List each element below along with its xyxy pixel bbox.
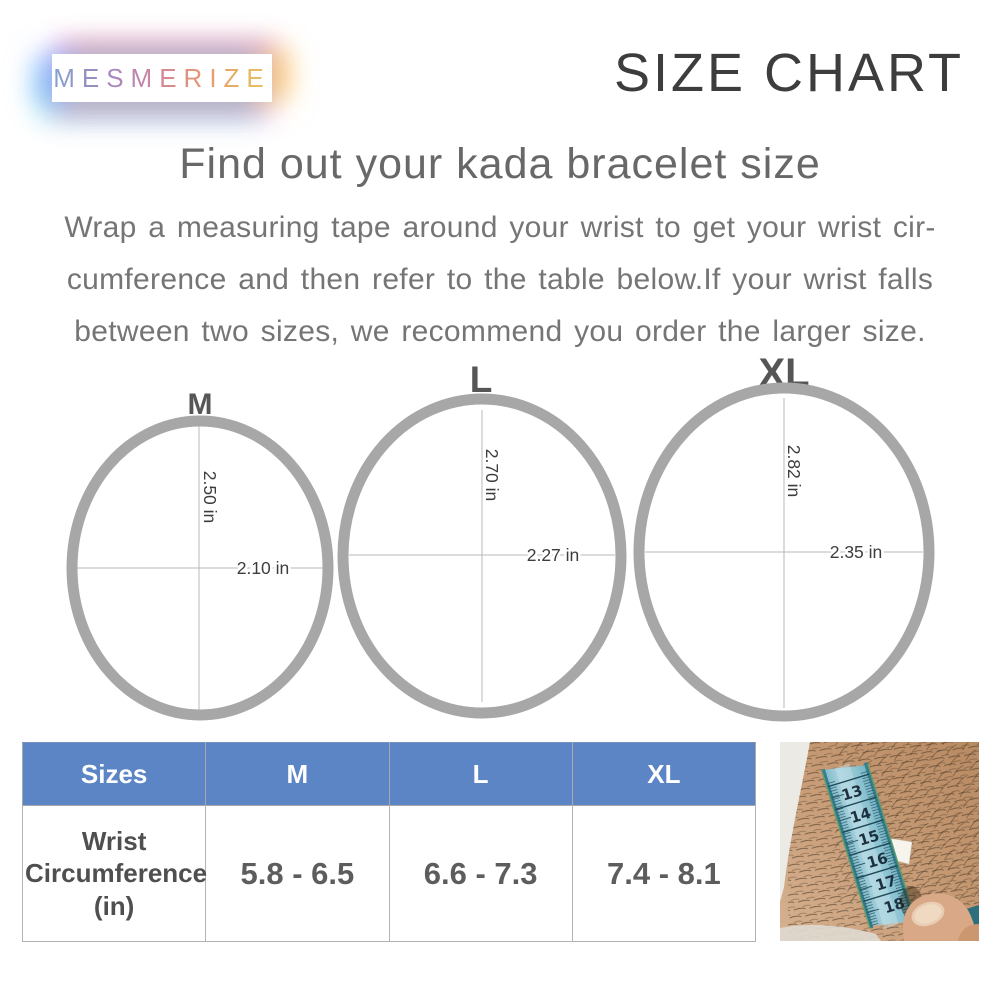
row-label-wrist-circumference: Wrist Circumference (in): [21, 805, 207, 942]
header-l: L: [388, 742, 573, 806]
measuring-tape: 13 14 15 16 17 18: [821, 761, 917, 929]
size-label-l: L: [470, 359, 493, 400]
height-measure-xl: 2.82 in: [784, 445, 804, 498]
wrist-measuring-photo: 13 14 15 16 17 18: [780, 742, 979, 941]
finger-edge: [958, 924, 979, 941]
tape-number: 17: [873, 871, 898, 894]
tape-number: 14: [848, 804, 873, 827]
instruction-line: Wrap a measuring tape around your wrist …: [64, 211, 936, 244]
instruction-line: between two sizes, we recommend you orde…: [74, 315, 926, 348]
width-measure-l: 2.27 in: [527, 545, 580, 565]
instructions-paragraph: Wrap a measuring tape around your wrist …: [0, 202, 1000, 358]
background-wedge: [780, 924, 881, 941]
mesmerize-logo: MESMERIZE: [52, 54, 272, 102]
tape-number: 18: [882, 894, 907, 917]
table-header-row: Sizes M L XL: [21, 742, 757, 806]
header-xl: XL: [571, 742, 757, 806]
tape-number: 13: [839, 781, 864, 804]
thumb-nail-highlight: [914, 904, 942, 924]
table-row: Wrist Circumference (in) 5.8 - 6.5 6.6 -…: [21, 805, 757, 942]
header-sizes: Sizes: [21, 742, 207, 806]
size-circle-xl: XL 2.82 in 2.35 in: [633, 351, 935, 722]
section-heading: Find out your kada bracelet size: [179, 140, 821, 188]
instruction-line: cumference and then refer to the table b…: [66, 263, 934, 296]
bracelet-size-diagram: M 2.50 in 2.10 in L 2.70 in 2.27 in XL 2…: [66, 351, 935, 722]
size-table: Sizes M L XL Wrist Circumference (in) 5.…: [21, 742, 757, 942]
page-title: SIZE CHART: [613, 43, 964, 103]
width-measure-m: 2.10 in: [237, 558, 290, 578]
header-m: M: [205, 742, 390, 806]
bangle-ring-m: [66, 415, 334, 721]
photo-content: 13 14 15 16 17 18: [780, 742, 979, 941]
value-xl: 7.4 - 8.1: [571, 805, 757, 942]
tape-number: 16: [865, 849, 890, 872]
width-measure-xl: 2.35 in: [830, 542, 883, 562]
value-l: 6.6 - 7.3: [388, 805, 573, 942]
size-circle-l: L 2.70 in 2.27 in: [337, 359, 627, 719]
size-circle-m: M 2.50 in 2.10 in: [66, 388, 334, 721]
bangle-ring-l: [337, 393, 627, 719]
brand-name: MESMERIZE: [53, 62, 271, 93]
bangle-ring-xl: [633, 382, 935, 722]
tape-number: 15: [856, 826, 881, 849]
value-m: 5.8 - 6.5: [205, 805, 390, 942]
height-measure-m: 2.50 in: [200, 471, 220, 524]
height-measure-l: 2.70 in: [482, 449, 502, 502]
